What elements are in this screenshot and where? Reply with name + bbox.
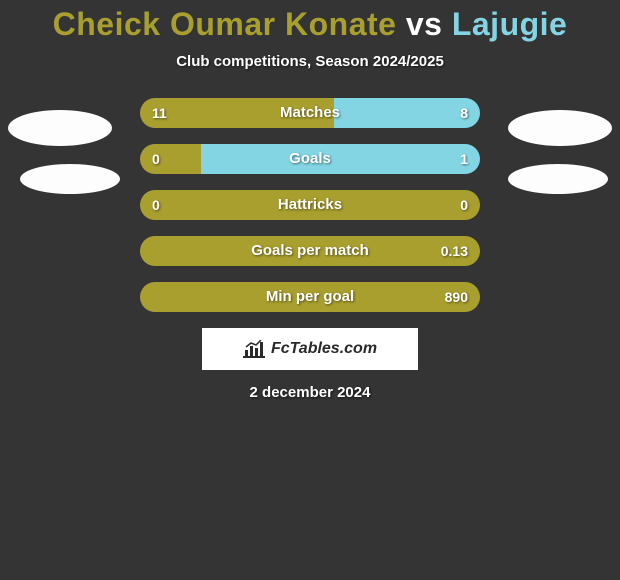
stat-rows: 11 Matches 8 0 Goals 1 0 Hattricks 0 <box>140 98 480 312</box>
stat-row: 0 Hattricks 0 <box>140 190 480 220</box>
stat-label: Min per goal <box>140 282 480 312</box>
page-title: Cheick Oumar Konate vs Lajugie <box>0 0 620 43</box>
stat-value-right: 8 <box>460 98 468 128</box>
stat-value-right: 890 <box>445 282 468 312</box>
title-player2: Lajugie <box>452 6 568 42</box>
player2-club-avatar <box>508 110 612 146</box>
stat-label: Goals per match <box>140 236 480 266</box>
branding: FcTables.com <box>202 328 418 370</box>
stat-label: Matches <box>140 98 480 128</box>
branding-text: FcTables.com <box>271 340 377 358</box>
comparison-card: Cheick Oumar Konate vs Lajugie Club comp… <box>0 0 620 580</box>
subtitle: Club competitions, Season 2024/2025 <box>0 53 620 70</box>
title-player1: Cheick Oumar Konate <box>53 6 397 42</box>
stat-label: Hattricks <box>140 190 480 220</box>
date: 2 december 2024 <box>0 384 620 401</box>
title-vs: vs <box>406 6 443 42</box>
player1-avatar <box>20 164 120 194</box>
player2-avatar <box>508 164 608 194</box>
stat-value-right: 0 <box>460 190 468 220</box>
stat-row: 11 Matches 8 <box>140 98 480 128</box>
stat-row: Min per goal 890 <box>140 282 480 312</box>
player1-club-avatar <box>8 110 112 146</box>
chart-icon <box>243 340 265 358</box>
stat-value-right: 0.13 <box>441 236 468 266</box>
stat-row: Goals per match 0.13 <box>140 236 480 266</box>
stat-label: Goals <box>140 144 480 174</box>
stat-row: 0 Goals 1 <box>140 144 480 174</box>
stat-value-right: 1 <box>460 144 468 174</box>
chart-area: 11 Matches 8 0 Goals 1 0 Hattricks 0 <box>0 98 620 401</box>
